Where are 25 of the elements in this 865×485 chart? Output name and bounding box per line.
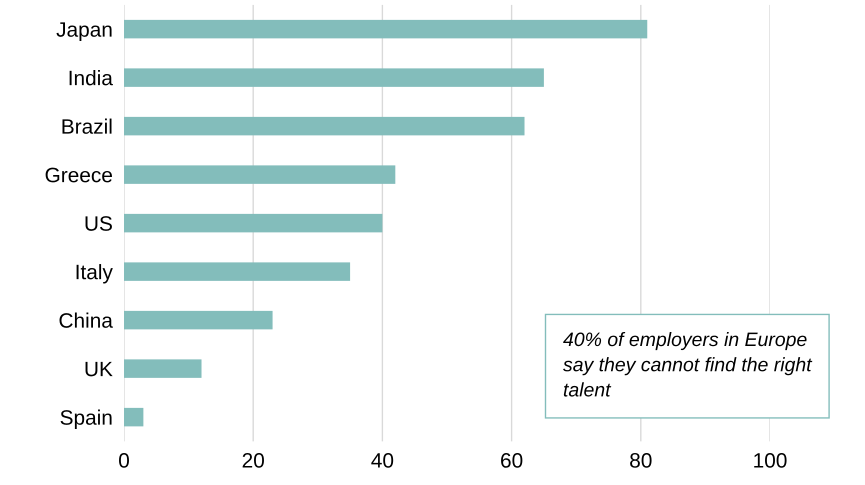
bar	[124, 68, 544, 87]
annotation: 40% of employers in Europe say they cannot find the right talent	[563, 332, 812, 397]
y-tick-label: China	[60, 312, 113, 328]
x-tick-label: 0	[119, 453, 129, 468]
x-tick-label: 100	[754, 453, 787, 468]
y-tick-label: Japan	[56, 22, 112, 41]
bar	[124, 20, 648, 38]
bar	[124, 262, 350, 281]
bar	[124, 116, 525, 136]
bar	[124, 310, 273, 330]
y-tick-label: India	[70, 70, 113, 86]
y-tick-label: US	[86, 216, 112, 231]
bar	[124, 408, 144, 426]
x-tick-label: 40	[371, 453, 394, 468]
y-tick-label: Italy	[76, 264, 113, 284]
y-tick-label: Brazil	[62, 118, 112, 134]
y-tick-label: UK	[86, 362, 113, 376]
bar	[124, 165, 396, 184]
x-tick-label: 20	[242, 453, 264, 468]
bar	[124, 214, 382, 232]
y-tick-label: Greece	[46, 168, 112, 182]
y-tick-label: Spain	[60, 410, 112, 429]
x-tick-label: 60	[501, 453, 522, 468]
bar	[124, 359, 202, 378]
x-tick-label: 80	[630, 453, 652, 468]
